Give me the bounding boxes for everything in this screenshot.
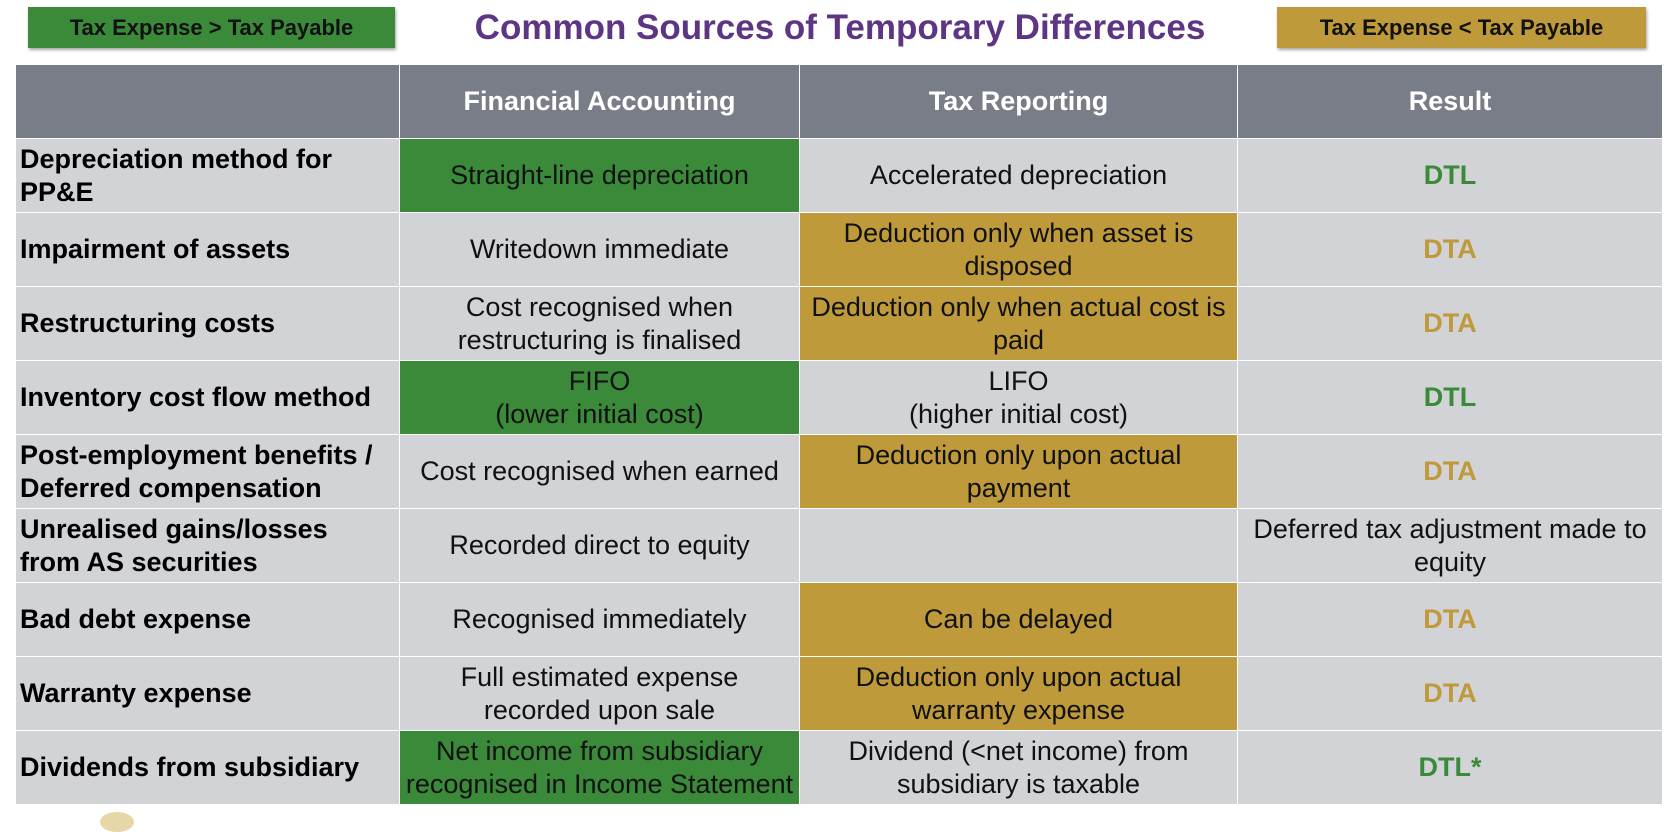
row-item: Depreciation method for PP&E <box>15 138 400 213</box>
row-financial: Full estimated expense recorded upon sal… <box>399 656 800 731</box>
row-tax <box>799 508 1238 583</box>
row-item: Bad debt expense <box>15 582 400 657</box>
row-result: DTL <box>1237 138 1663 213</box>
table-header-row: Financial Accounting Tax Reporting Resul… <box>15 64 1663 139</box>
row-tax: Accelerated depreciation <box>799 138 1238 213</box>
header-item <box>15 64 400 139</box>
row-financial: FIFO (lower initial cost) <box>399 360 800 435</box>
table-row: Warranty expense Full estimated expense … <box>15 656 1663 731</box>
row-financial: Cost recognised when earned <box>399 434 800 509</box>
row-tax: LIFO (higher initial cost) <box>799 360 1238 435</box>
table-row: Post-employment benefits / Deferred comp… <box>15 434 1663 509</box>
row-tax: Deduction only upon actual payment <box>799 434 1238 509</box>
row-financial: Cost recognised when restructuring is fi… <box>399 286 800 361</box>
row-result: DTA <box>1237 286 1663 361</box>
row-item: Warranty expense <box>15 656 400 731</box>
temporary-differences-table: Financial Accounting Tax Reporting Resul… <box>15 64 1663 805</box>
row-tax: Deduction only when actual cost is paid <box>799 286 1238 361</box>
header-financial-accounting: Financial Accounting <box>399 64 800 139</box>
table-row: Depreciation method for PP&E Straight-li… <box>15 138 1663 213</box>
row-tax: Deduction only upon actual warranty expe… <box>799 656 1238 731</box>
page-title: Common Sources of Temporary Differences <box>474 8 1206 47</box>
header-result: Result <box>1237 64 1663 139</box>
row-financial: Net income from subsidiary recognised in… <box>399 730 800 805</box>
row-result: DTA <box>1237 582 1663 657</box>
header-tax-reporting: Tax Reporting <box>799 64 1238 139</box>
table-row: Restructuring costs Cost recognised when… <box>15 286 1663 361</box>
row-item: Restructuring costs <box>15 286 400 361</box>
row-tax: Can be delayed <box>799 582 1238 657</box>
row-result: DTL <box>1237 360 1663 435</box>
table-row: Inventory cost flow method FIFO (lower i… <box>15 360 1663 435</box>
row-financial: Writedown immediate <box>399 212 800 287</box>
row-result: Deferred tax adjustment made to equity <box>1237 508 1663 583</box>
row-financial: Straight-line depreciation <box>399 138 800 213</box>
row-result: DTA <box>1237 656 1663 731</box>
row-result: DTA <box>1237 212 1663 287</box>
table-row: Unrealised gains/losses from AS securiti… <box>15 508 1663 583</box>
table-row: Impairment of assets Writedown immediate… <box>15 212 1663 287</box>
row-result: DTL* <box>1237 730 1663 805</box>
table-row: Bad debt expense Recognised immediately … <box>15 582 1663 657</box>
row-tax: Dividend (<net income) from subsidiary i… <box>799 730 1238 805</box>
row-item: Dividends from subsidiary <box>15 730 400 805</box>
row-financial: Recorded direct to equity <box>399 508 800 583</box>
row-item: Post-employment benefits / Deferred comp… <box>15 434 400 509</box>
table-row: Dividends from subsidiary Net income fro… <box>15 730 1663 805</box>
row-financial: Recognised immediately <box>399 582 800 657</box>
row-result: DTA <box>1237 434 1663 509</box>
row-item: Unrealised gains/losses from AS securiti… <box>15 508 400 583</box>
row-item: Impairment of assets <box>15 212 400 287</box>
legend-tax-expense-less: Tax Expense < Tax Payable <box>1277 7 1646 48</box>
row-item: Inventory cost flow method <box>15 360 400 435</box>
logo-fragment <box>100 812 134 832</box>
legend-tax-expense-greater: Tax Expense > Tax Payable <box>28 7 395 48</box>
row-tax: Deduction only when asset is disposed <box>799 212 1238 287</box>
